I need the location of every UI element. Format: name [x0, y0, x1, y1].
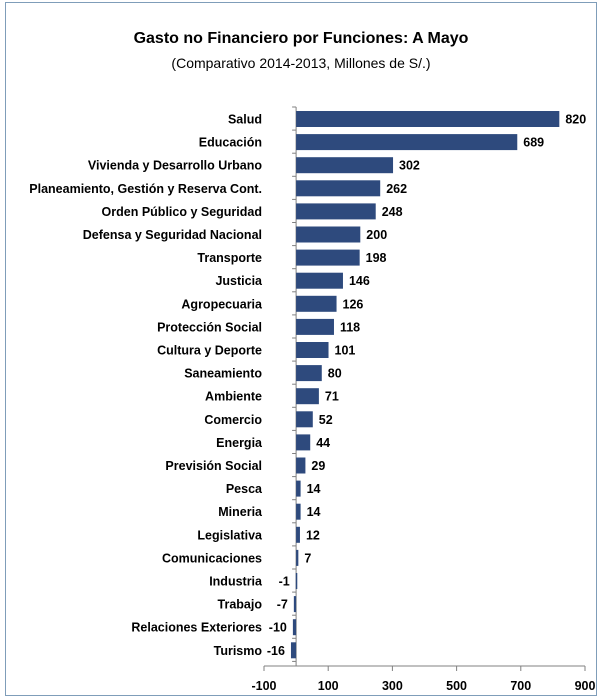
x-tick-label: 100 [318, 679, 339, 693]
data-label: 44 [316, 436, 330, 450]
data-label: 52 [319, 413, 333, 427]
data-label: -10 [269, 621, 287, 635]
bar [296, 342, 329, 358]
data-label: 200 [366, 228, 387, 242]
bar [296, 480, 301, 497]
bar [296, 318, 334, 335]
data-label: 118 [340, 320, 360, 334]
x-tick-label: 500 [446, 679, 467, 693]
data-label: 689 [523, 136, 544, 150]
category-label: Salud [228, 113, 262, 127]
data-label: 71 [325, 390, 339, 404]
category-label: Trabajo [218, 598, 263, 612]
data-label: 198 [366, 251, 387, 265]
bar [296, 526, 300, 543]
bar [296, 249, 360, 266]
x-tick-label: 900 [575, 679, 596, 693]
category-label: Comercio [204, 413, 262, 427]
category-label: Cultura y Deporte [157, 344, 262, 358]
category-label: Pesca [226, 482, 263, 496]
category-label: Defensa y Seguridad Nacional [83, 228, 262, 242]
category-label: Mineria [218, 505, 263, 519]
plot-area: -100 100 300 500 700 900 Salud 820 Educación 689 V… [29, 106, 596, 693]
bar [296, 111, 560, 127]
bar [296, 203, 376, 220]
category-label: Saneamiento [184, 367, 262, 381]
category-label: Legislativa [197, 528, 263, 542]
category-label: Educación [199, 136, 262, 150]
category-label: Previsión Social [165, 459, 262, 473]
bar [296, 295, 337, 312]
category-label: Justicia [215, 274, 263, 288]
bar [296, 365, 322, 382]
bar [296, 272, 343, 289]
x-tick-label: 300 [382, 679, 403, 693]
bar [290, 642, 297, 659]
data-label: 146 [349, 274, 370, 288]
bar [292, 619, 297, 636]
data-label: -1 [279, 575, 290, 589]
data-label: 101 [335, 344, 356, 358]
bar [296, 157, 394, 174]
data-label: 80 [328, 367, 342, 381]
chart-subtitle: (Comparativo 2014-2013, Millones de S/.) [171, 55, 431, 71]
category-label: Comunicaciones [162, 551, 262, 565]
data-label: -7 [277, 598, 288, 612]
category-label: Relaciones Exteriores [131, 621, 262, 635]
category-label: Planeamiento, Gestión y Reserva Cont. [29, 182, 262, 196]
data-label: 262 [386, 182, 407, 196]
bar [296, 134, 518, 151]
data-label: 302 [399, 159, 420, 173]
bar [296, 434, 311, 451]
data-label: 248 [382, 205, 403, 219]
category-label: Transporte [197, 251, 262, 265]
data-label: 12 [306, 528, 320, 542]
chart-title: Gasto no Financiero por Funciones: A May… [133, 30, 469, 47]
data-label: 29 [311, 459, 325, 473]
data-label: 126 [343, 297, 364, 311]
data-label: 820 [565, 113, 586, 127]
data-label: 14 [307, 505, 321, 519]
x-tick-label: -100 [251, 679, 276, 693]
category-label: Energia [216, 436, 263, 450]
bar [296, 411, 313, 428]
category-label: Industria [209, 575, 263, 589]
bar [296, 503, 301, 520]
bar [296, 457, 306, 474]
category-label: Agropecuaria [181, 297, 263, 311]
bar [296, 388, 319, 405]
x-tick-label: 700 [510, 679, 531, 693]
bar [295, 573, 298, 589]
category-label: Vivienda y Desarrollo Urbano [88, 159, 262, 173]
category-label: Orden Público y Seguridad [102, 205, 262, 219]
bar [296, 226, 361, 243]
bar [296, 549, 299, 566]
category-label: Ambiente [205, 390, 262, 404]
data-label: 14 [307, 482, 321, 496]
bar [293, 596, 297, 613]
category-label: Protección Social [157, 320, 262, 334]
data-label: 7 [304, 551, 311, 565]
category-label: Turismo [214, 644, 263, 658]
bar [296, 180, 381, 197]
data-label: -16 [267, 644, 285, 658]
